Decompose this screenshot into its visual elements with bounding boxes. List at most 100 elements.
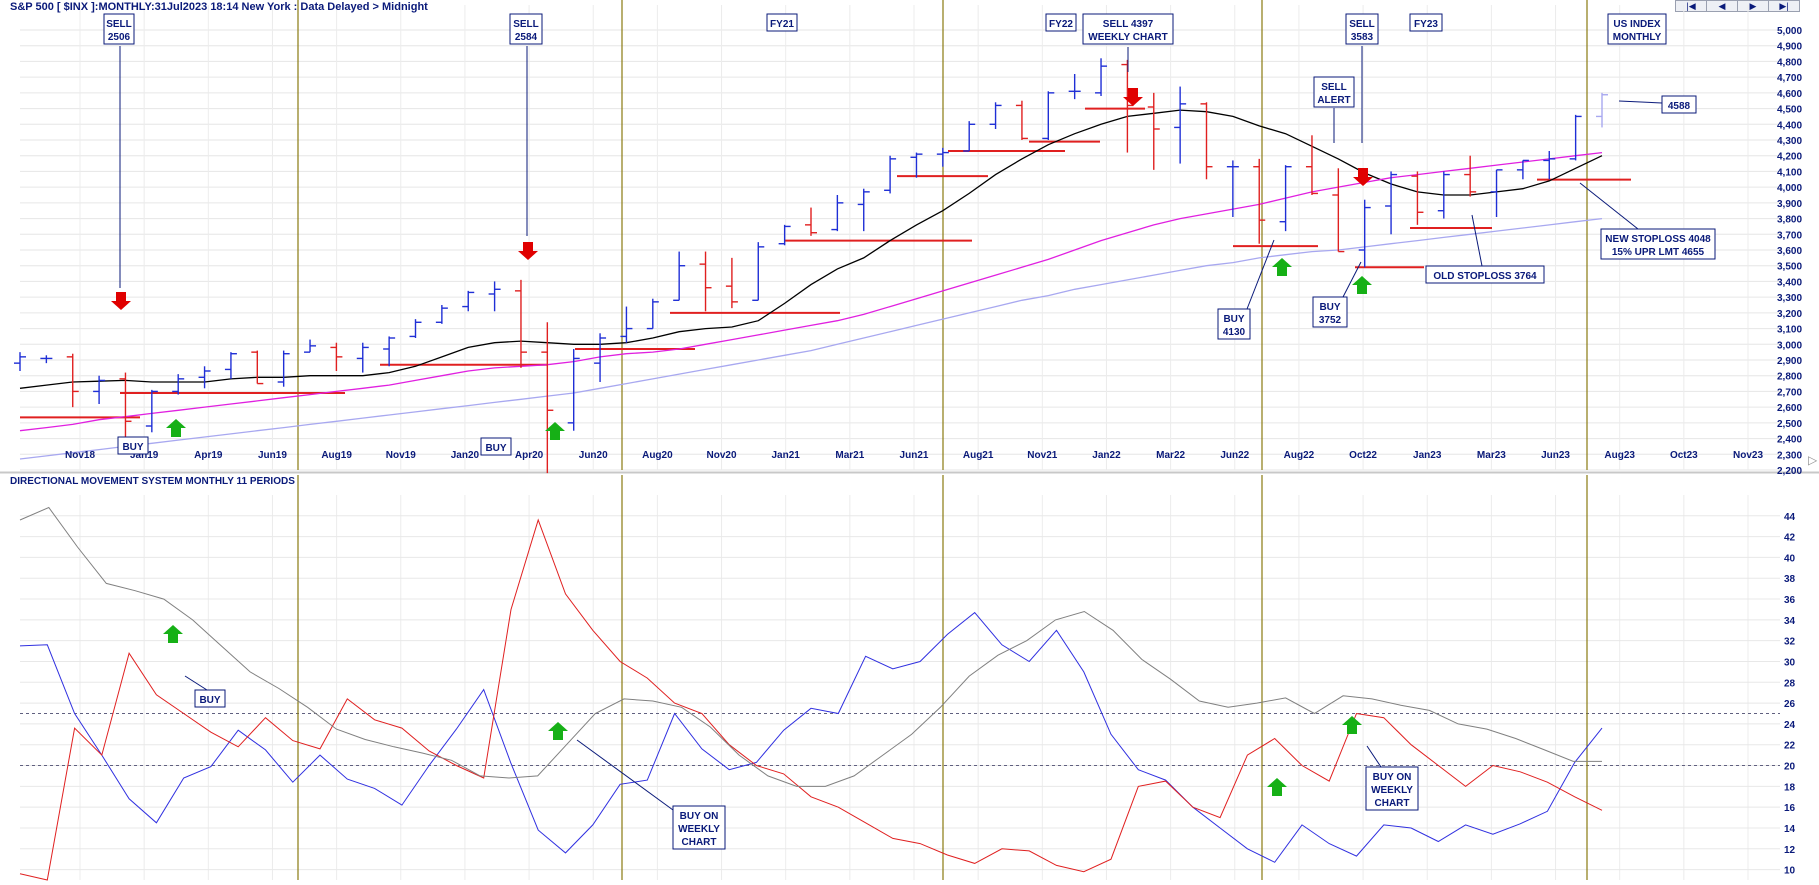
annotation-text: US INDEX <box>1613 19 1661 30</box>
x-tick-label: Nov19 <box>386 450 416 461</box>
ohlc-bar <box>488 281 501 312</box>
ohlc-bar <box>1437 171 1450 219</box>
ohlc-bar <box>14 352 26 371</box>
annotation-text: BUY <box>1319 302 1340 313</box>
ohlc-bar <box>752 242 765 301</box>
ohlc-bar <box>646 298 659 330</box>
annotation-box <box>480 437 512 456</box>
ohlc-bar <box>409 319 422 338</box>
ohlc-bar <box>594 333 607 382</box>
ohlc-bar <box>1174 86 1187 164</box>
annotation-text: BUY <box>122 442 143 453</box>
annotation-box <box>1425 265 1545 284</box>
ohlc-bar <box>1569 114 1582 161</box>
dms-lines <box>19 506 1603 881</box>
x-tick-label: Aug23 <box>1604 450 1635 461</box>
ohlc-bar <box>330 342 343 371</box>
ohlc-bar <box>277 350 290 387</box>
ohlc-bar <box>1490 169 1503 217</box>
indicator-tick-label: 40 <box>1784 553 1796 564</box>
ohlc-bar <box>1279 165 1292 232</box>
ohlc-bar <box>989 102 1002 129</box>
x-tick-label: Oct22 <box>1349 450 1377 461</box>
annotation-connector <box>1618 100 1663 104</box>
ohlc-bar <box>40 355 53 364</box>
price-tick-label: 3,500 <box>1777 262 1802 273</box>
annotation-connector <box>1579 182 1639 230</box>
x-tick-label: Jun22 <box>1220 450 1249 461</box>
ohlc-bar <box>66 353 79 408</box>
x-tick-label: Jan22 <box>1092 450 1121 461</box>
annotation-text: WEEKLY <box>1371 785 1413 796</box>
sell-2584-label: SELL 2584 <box>509 13 543 45</box>
ohlc-bar <box>857 188 870 232</box>
fy21-label: FY21 <box>766 13 798 32</box>
ohlc-bar <box>383 336 396 367</box>
x-tick-label: Aug19 <box>321 450 352 461</box>
price-tick-label: 4,700 <box>1777 73 1802 84</box>
annotation-box <box>509 13 543 45</box>
ohlc-bar <box>119 372 132 447</box>
ohlc-bar <box>884 155 897 194</box>
annotation-text: BUY ON <box>1373 772 1412 783</box>
ohlc-bar <box>1543 151 1556 180</box>
price-tick-label: 4,400 <box>1777 120 1802 131</box>
ohlc-bar <box>567 349 580 431</box>
ohlc-bar <box>805 207 817 236</box>
ohlc-bar <box>831 195 844 232</box>
annotation-box <box>1217 308 1251 340</box>
ohlc-bar <box>1200 102 1213 180</box>
indicator-tick-label: 12 <box>1784 845 1796 856</box>
ohlc-bar <box>1516 159 1529 180</box>
buy-3752-label: BUY 3752 <box>1312 296 1348 328</box>
annotation-box <box>1607 13 1667 45</box>
adx-line <box>19 506 1602 787</box>
ohlc-bar <box>778 224 791 246</box>
price-tick-label: 4,600 <box>1777 89 1802 100</box>
annotation-text: 2506 <box>108 32 131 43</box>
annotation-text: 3752 <box>1319 315 1342 326</box>
annotation-text: BUY <box>485 443 506 454</box>
us-index-label: US INDEX MONTHLY <box>1607 13 1667 45</box>
annotation-box <box>103 13 135 45</box>
ohlc-bar <box>356 342 369 373</box>
dm-plus-line <box>19 611 1603 863</box>
indicator-tick-label: 32 <box>1784 637 1796 648</box>
nav-last-button[interactable]: ▶| <box>1768 0 1800 12</box>
ohlc-bar <box>224 352 237 379</box>
x-tick-label: Apr19 <box>194 450 223 461</box>
x-tick-label: Jun20 <box>579 450 608 461</box>
price-tick-label: 5,000 <box>1777 26 1802 37</box>
annotation-text: 2584 <box>515 32 538 43</box>
indicator-tick-label: 28 <box>1784 678 1796 689</box>
price-tick-label: 3,300 <box>1777 293 1802 304</box>
indicator-tick-label: 14 <box>1784 824 1796 835</box>
price-tick-label: 2,700 <box>1777 387 1802 398</box>
ohlc-bar <box>699 251 712 312</box>
annotation-text: BUY <box>1223 314 1244 325</box>
annotation-text: CHART <box>682 837 717 848</box>
price-tick-label: 3,800 <box>1777 215 1802 226</box>
annotation-text: MONTHLY <box>1613 32 1662 43</box>
annotation-text: FY23 <box>1414 19 1438 30</box>
ohlc-bar <box>251 350 264 385</box>
dm-minus-line <box>19 518 1603 881</box>
price-tick-label: 4,200 <box>1777 152 1802 163</box>
indicator-tick-label: 44 <box>1784 512 1796 523</box>
annotation-text: SELL 4397 <box>1103 19 1154 30</box>
annotation-text: CHART <box>1375 798 1410 809</box>
annotation-box <box>1409 13 1443 32</box>
fy23-label: FY23 <box>1409 13 1443 32</box>
x-tick-label: Jan21 <box>772 450 801 461</box>
sell-arrow <box>1353 168 1373 186</box>
x-tick-label: Aug22 <box>1284 450 1315 461</box>
x-tick-label: Mar23 <box>1477 450 1506 461</box>
x-tick-label: Apr20 <box>515 450 544 461</box>
price-tick-label: 2,400 <box>1777 435 1802 446</box>
price-tick-label: 3,000 <box>1777 340 1802 351</box>
ohlc-bar <box>1385 171 1398 235</box>
ohlc-bar <box>462 290 475 312</box>
sell-arrow <box>1123 88 1143 106</box>
buy-arrow <box>548 722 568 740</box>
annotations: SELL 2506 SELL 2584 FY21 FY22 SELL 4397 WEEKLY … <box>103 13 1818 850</box>
